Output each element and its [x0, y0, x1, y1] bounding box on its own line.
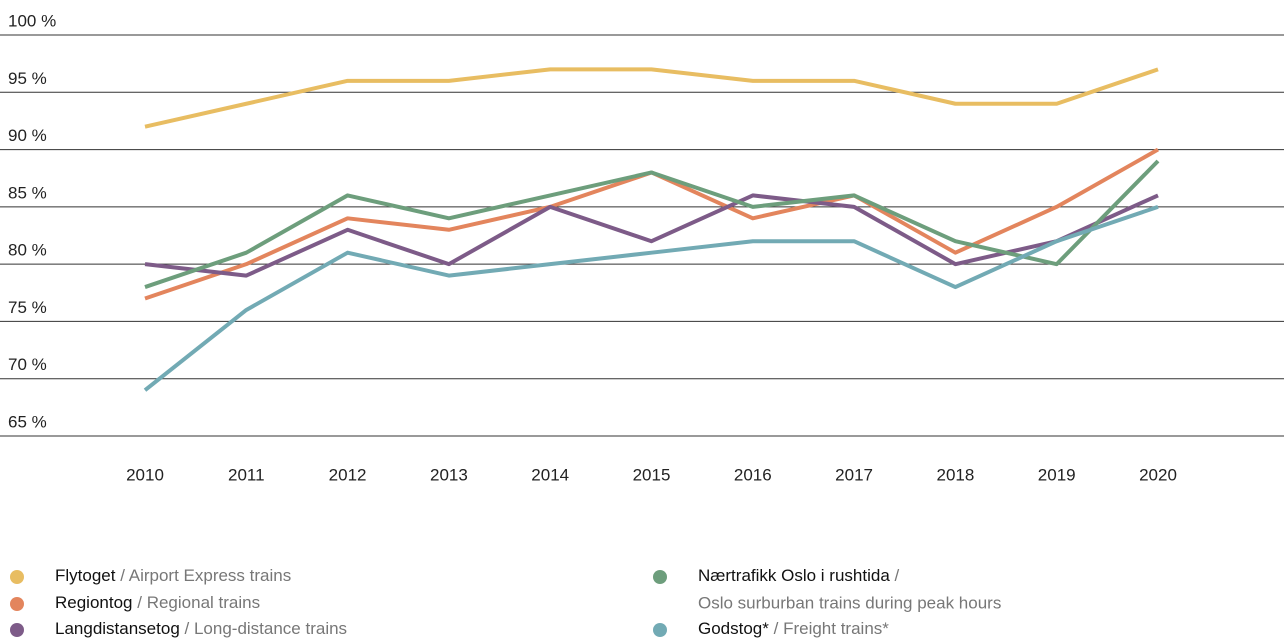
x-tick-label: 2016 — [734, 465, 772, 484]
legend-marker — [653, 623, 667, 637]
x-tick-label: 2019 — [1038, 465, 1076, 484]
series-line — [143, 204, 1159, 392]
y-tick-label: 85 % — [8, 183, 47, 202]
series-line — [144, 159, 1160, 289]
x-tick-label: 2014 — [531, 465, 569, 484]
legend-description: / Regional trains — [137, 593, 260, 612]
legend-name: Godstog* — [698, 619, 769, 638]
legend-marker — [10, 570, 24, 584]
y-tick-label: 95 % — [8, 69, 47, 88]
legend-name: Nærtrafikk Oslo i rushtida — [698, 566, 890, 585]
legend-marker — [653, 570, 667, 584]
x-tick-label: 2015 — [633, 465, 671, 484]
y-tick-label: 90 % — [8, 126, 47, 145]
series-line — [144, 193, 1159, 278]
legend-marker — [10, 597, 24, 611]
y-tick-label: 65 % — [8, 412, 47, 431]
legend-label: Regiontog / Regional trains — [55, 593, 260, 612]
legend-description: / Freight trains* — [774, 619, 890, 638]
legend-marker — [10, 623, 24, 637]
legend-description: / Long-distance trains — [185, 619, 348, 638]
x-tick-label: 2011 — [228, 465, 265, 484]
legend-name: Flytoget — [55, 566, 116, 585]
y-tick-label: 80 % — [8, 241, 47, 260]
series-line — [144, 67, 1159, 129]
y-tick-label: 100 % — [8, 11, 56, 30]
legend-label: Nærtrafikk Oslo i rushtida / — [698, 566, 900, 585]
legend-description: Oslo surburban trains during peak hours — [698, 593, 1001, 612]
legend-description: / Airport Express trains — [120, 566, 291, 585]
legend-description: / — [895, 566, 900, 585]
legend-name: Langdistansetog — [55, 619, 180, 638]
legend-name: Regiontog — [55, 593, 133, 612]
legend-label: Langdistansetog / Long-distance trains — [55, 619, 347, 638]
x-tick-label: 2018 — [936, 465, 974, 484]
x-tick-label: 2012 — [329, 465, 367, 484]
y-tick-label: 75 % — [8, 298, 47, 317]
x-tick-label: 2017 — [835, 465, 873, 484]
x-tick-label: 2020 — [1139, 465, 1177, 484]
legend-label: Godstog* / Freight trains* — [698, 619, 889, 638]
x-tick-label: 2010 — [126, 465, 164, 484]
x-tick-label: 2013 — [430, 465, 468, 484]
legend-label: Flytoget / Airport Express trains — [55, 566, 291, 585]
y-tick-label: 70 % — [8, 355, 47, 374]
